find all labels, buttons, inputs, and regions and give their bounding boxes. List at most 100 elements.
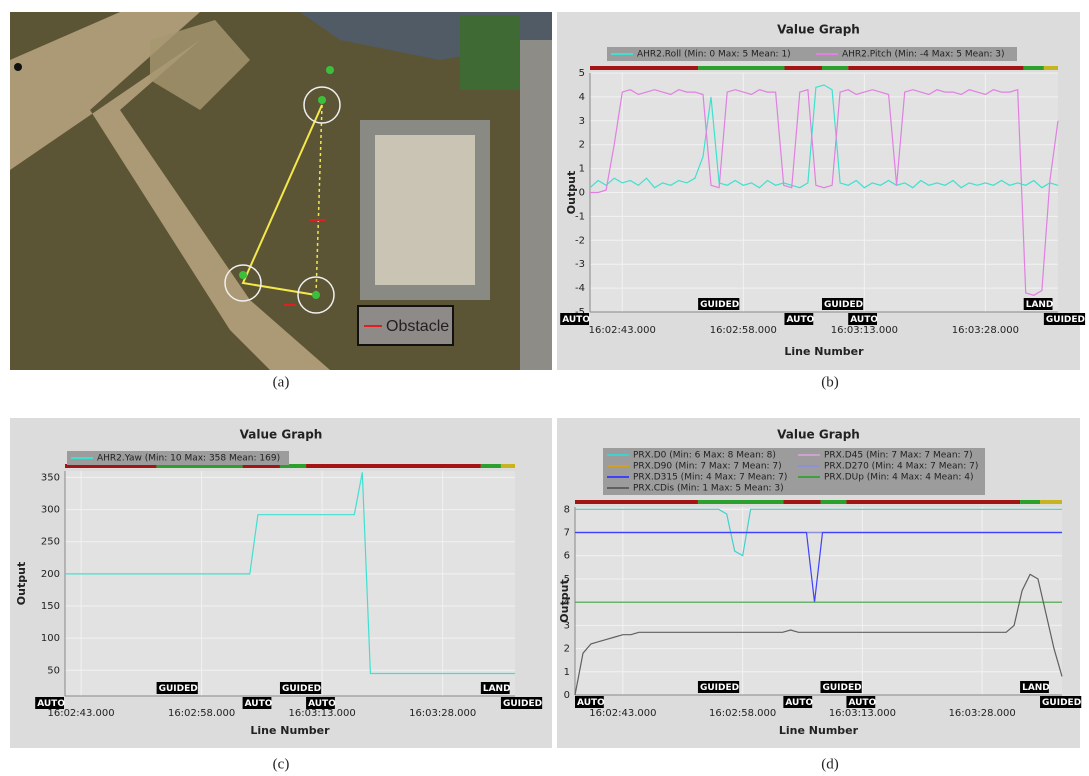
caption: (c): [273, 756, 290, 772]
mode-label: GUIDED: [282, 684, 321, 694]
legend-label: AHR2.Roll (Min: 0 Max: 5 Mean: 1): [637, 50, 791, 60]
mode-label: AUTO: [785, 698, 813, 708]
legend-label: PRX.D45 (Min: 7 Max: 7 Mean: 7): [824, 451, 973, 461]
mode-segment: [822, 66, 848, 70]
x-tick-label: 16:02:43.000: [47, 708, 114, 719]
legend-label: PRX.DUp (Min: 4 Max: 4 Mean: 4): [824, 473, 974, 483]
figure: Obstacle (a) (b) (c) (d) Value Graph-5-4…: [0, 0, 1089, 776]
y-axis-label: Output: [565, 171, 578, 214]
mode-label: AUTO: [850, 315, 878, 325]
y-tick-label: -3: [575, 259, 585, 270]
y-tick-label: 6: [564, 551, 570, 562]
waypoint: [312, 291, 320, 299]
map-building: [375, 135, 475, 285]
y-tick-label: 1: [579, 164, 585, 175]
mode-label: LAND: [1022, 683, 1050, 693]
caption: (d): [821, 756, 839, 772]
mode-segment: [1040, 500, 1062, 504]
y-tick-label: 3: [579, 116, 585, 127]
y-tick-label: 4: [579, 92, 585, 103]
mode-segment: [501, 464, 515, 468]
mode-label: LAND: [483, 684, 511, 694]
x-tick-label: 16:03:13.000: [831, 325, 898, 336]
y-tick-label: 0: [579, 188, 585, 199]
y-tick-label: 150: [41, 601, 60, 612]
x-axis-label: Line Number: [250, 724, 330, 737]
legend-label: PRX.D315 (Min: 4 Max: 7 Mean: 7): [633, 473, 787, 483]
x-tick-label: 16:03:28.000: [949, 708, 1016, 719]
mode-label: AUTO: [848, 698, 876, 708]
map-icon: [14, 63, 22, 71]
legend-label: AHR2.Pitch (Min: -4 Max: 5 Mean: 3): [842, 50, 1004, 60]
mode-label: LAND: [1026, 300, 1054, 310]
y-tick-label: 2: [579, 140, 585, 151]
mode-label: AUTO: [37, 699, 65, 709]
y-tick-label: 100: [41, 633, 60, 644]
y-tick-label: 8: [564, 504, 570, 515]
y-tick-label: 300: [41, 505, 60, 516]
y-tick-label: 5: [579, 68, 585, 79]
chart-title: Value Graph: [240, 428, 323, 442]
chart-title: Value Graph: [777, 23, 860, 37]
map-panel: Obstacle: [10, 12, 552, 370]
y-tick-label: 0: [564, 690, 570, 701]
x-tick-label: 16:03:13.000: [289, 708, 356, 719]
mode-label: AUTO: [245, 699, 273, 709]
mode-label: GUIDED: [1046, 315, 1085, 325]
mode-label: GUIDED: [159, 684, 198, 694]
x-tick-label: 16:03:28.000: [952, 325, 1019, 336]
x-tick-label: 16:03:13.000: [829, 708, 896, 719]
y-axis-label: Output: [15, 562, 28, 605]
waypoint: [239, 271, 247, 279]
legend-label: PRX.CDis (Min: 1 Max: 5 Mean: 3): [633, 484, 784, 494]
x-tick-label: 16:02:58.000: [710, 325, 777, 336]
mode-segment: [306, 464, 481, 468]
mode-segment: [590, 66, 698, 70]
waypoint: [326, 66, 334, 74]
mode-label: AUTO: [562, 315, 590, 325]
mode-segment: [481, 464, 501, 468]
chart-title: Value Graph: [777, 428, 860, 442]
mode-segment: [1044, 66, 1058, 70]
mode-label: GUIDED: [1042, 698, 1081, 708]
mode-segment: [784, 66, 822, 70]
x-axis-label: Line Number: [779, 724, 859, 737]
y-tick-label: 350: [41, 472, 60, 483]
y-tick-label: 50: [47, 665, 60, 676]
mode-segment: [783, 500, 820, 504]
mode-label: GUIDED: [700, 683, 739, 693]
y-tick-label: 1: [564, 667, 570, 678]
mode-segment: [820, 500, 846, 504]
mode-segment: [698, 66, 784, 70]
x-tick-label: 16:02:58.000: [168, 708, 235, 719]
x-axis-label: Line Number: [784, 345, 864, 358]
mode-label: GUIDED: [822, 683, 861, 693]
map-tree: [460, 15, 520, 90]
x-tick-label: 16:02:43.000: [589, 325, 656, 336]
y-tick-label: 2: [564, 644, 570, 655]
x-tick-label: 16:02:58.000: [709, 708, 776, 719]
mode-label: GUIDED: [824, 300, 863, 310]
legend-label: Obstacle: [386, 318, 449, 335]
chart: Value Graph5010015020025030035016:02:43.…: [10, 418, 552, 748]
mode-label: GUIDED: [700, 300, 739, 310]
mode-label: AUTO: [308, 699, 336, 709]
mode-label: AUTO: [577, 698, 605, 708]
caption: (b): [821, 374, 839, 390]
legend-label: AHR2.Yaw (Min: 10 Max: 358 Mean: 169): [97, 454, 280, 464]
mode-segment: [848, 66, 1024, 70]
mode-label: AUTO: [786, 315, 814, 325]
y-tick-label: 7: [564, 528, 570, 539]
mode-label: GUIDED: [503, 699, 542, 709]
mode-segment: [846, 500, 1020, 504]
y-axis-label: Output: [558, 579, 571, 622]
x-tick-label: 16:03:28.000: [409, 708, 476, 719]
y-tick-label: -4: [575, 283, 585, 294]
caption: (a): [273, 374, 290, 390]
map-road: [520, 40, 552, 370]
mode-segment: [1020, 500, 1040, 504]
y-tick-label: 250: [41, 537, 60, 548]
plot-area: [65, 471, 515, 696]
